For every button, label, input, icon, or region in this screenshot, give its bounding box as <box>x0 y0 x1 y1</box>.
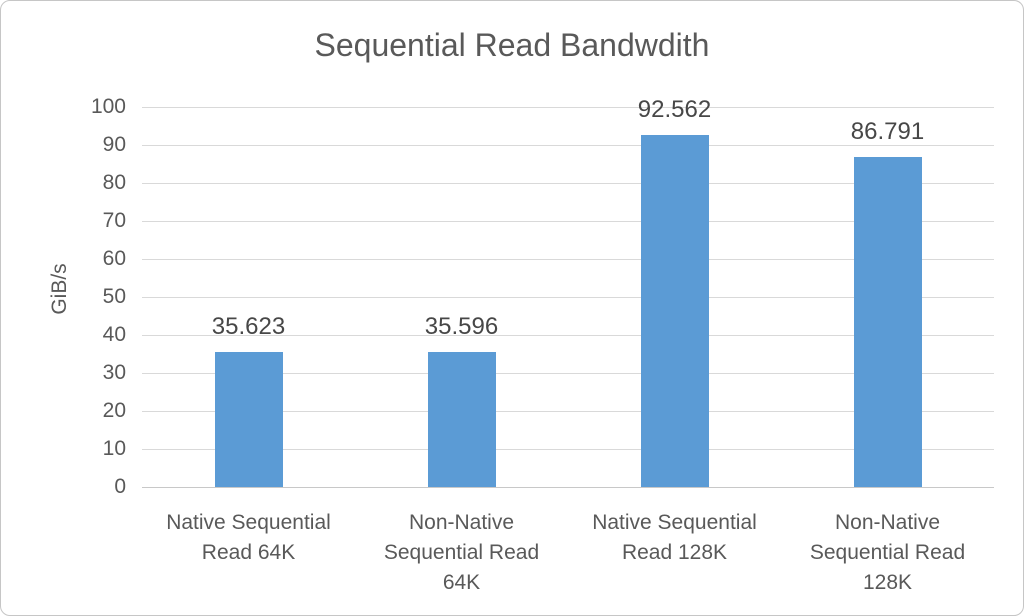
gridline <box>142 372 994 374</box>
bar <box>853 157 922 487</box>
gridline <box>142 258 994 260</box>
y-tick-label: 60 <box>102 247 126 270</box>
gridline <box>142 334 994 336</box>
y-tick-label: 30 <box>102 361 126 384</box>
gridline <box>142 220 994 222</box>
bar-value-label: 35.596 <box>424 312 499 340</box>
bar <box>427 351 496 487</box>
bar <box>640 135 709 487</box>
chart-title: Sequential Read Bandwdith <box>314 27 710 63</box>
y-tick-label: 50 <box>102 285 126 308</box>
bar-value-label: 35.623 <box>211 312 286 340</box>
gridline <box>142 144 994 146</box>
y-tick-label: 90 <box>102 133 126 156</box>
bar-value-label: 92.562 <box>637 96 712 124</box>
x-category-label: Native Sequential Read 128K <box>592 511 757 564</box>
x-axis-line <box>142 486 994 488</box>
y-tick-label: 40 <box>102 323 126 346</box>
gridline <box>142 182 994 184</box>
gridline <box>142 448 994 450</box>
plot-area <box>142 106 994 488</box>
y-tick-label: 70 <box>102 209 126 232</box>
x-category-label: Non-Native Sequential Read 128K <box>809 511 966 594</box>
gridline <box>142 106 994 108</box>
bar-value-label: 86.791 <box>850 118 925 146</box>
y-tick-label: 10 <box>102 437 126 460</box>
y-tick-label: 80 <box>102 171 126 194</box>
gridline <box>142 296 994 298</box>
y-tick-label: 20 <box>102 399 126 422</box>
bar <box>214 351 283 487</box>
x-category-label: Non-Native Sequential Read 64K <box>383 511 540 594</box>
gridline <box>142 410 994 412</box>
y-tick-label: 0 <box>114 475 126 498</box>
x-category-label: Native Sequential Read 64K <box>166 511 331 564</box>
y-tick-label: 100 <box>90 95 126 118</box>
